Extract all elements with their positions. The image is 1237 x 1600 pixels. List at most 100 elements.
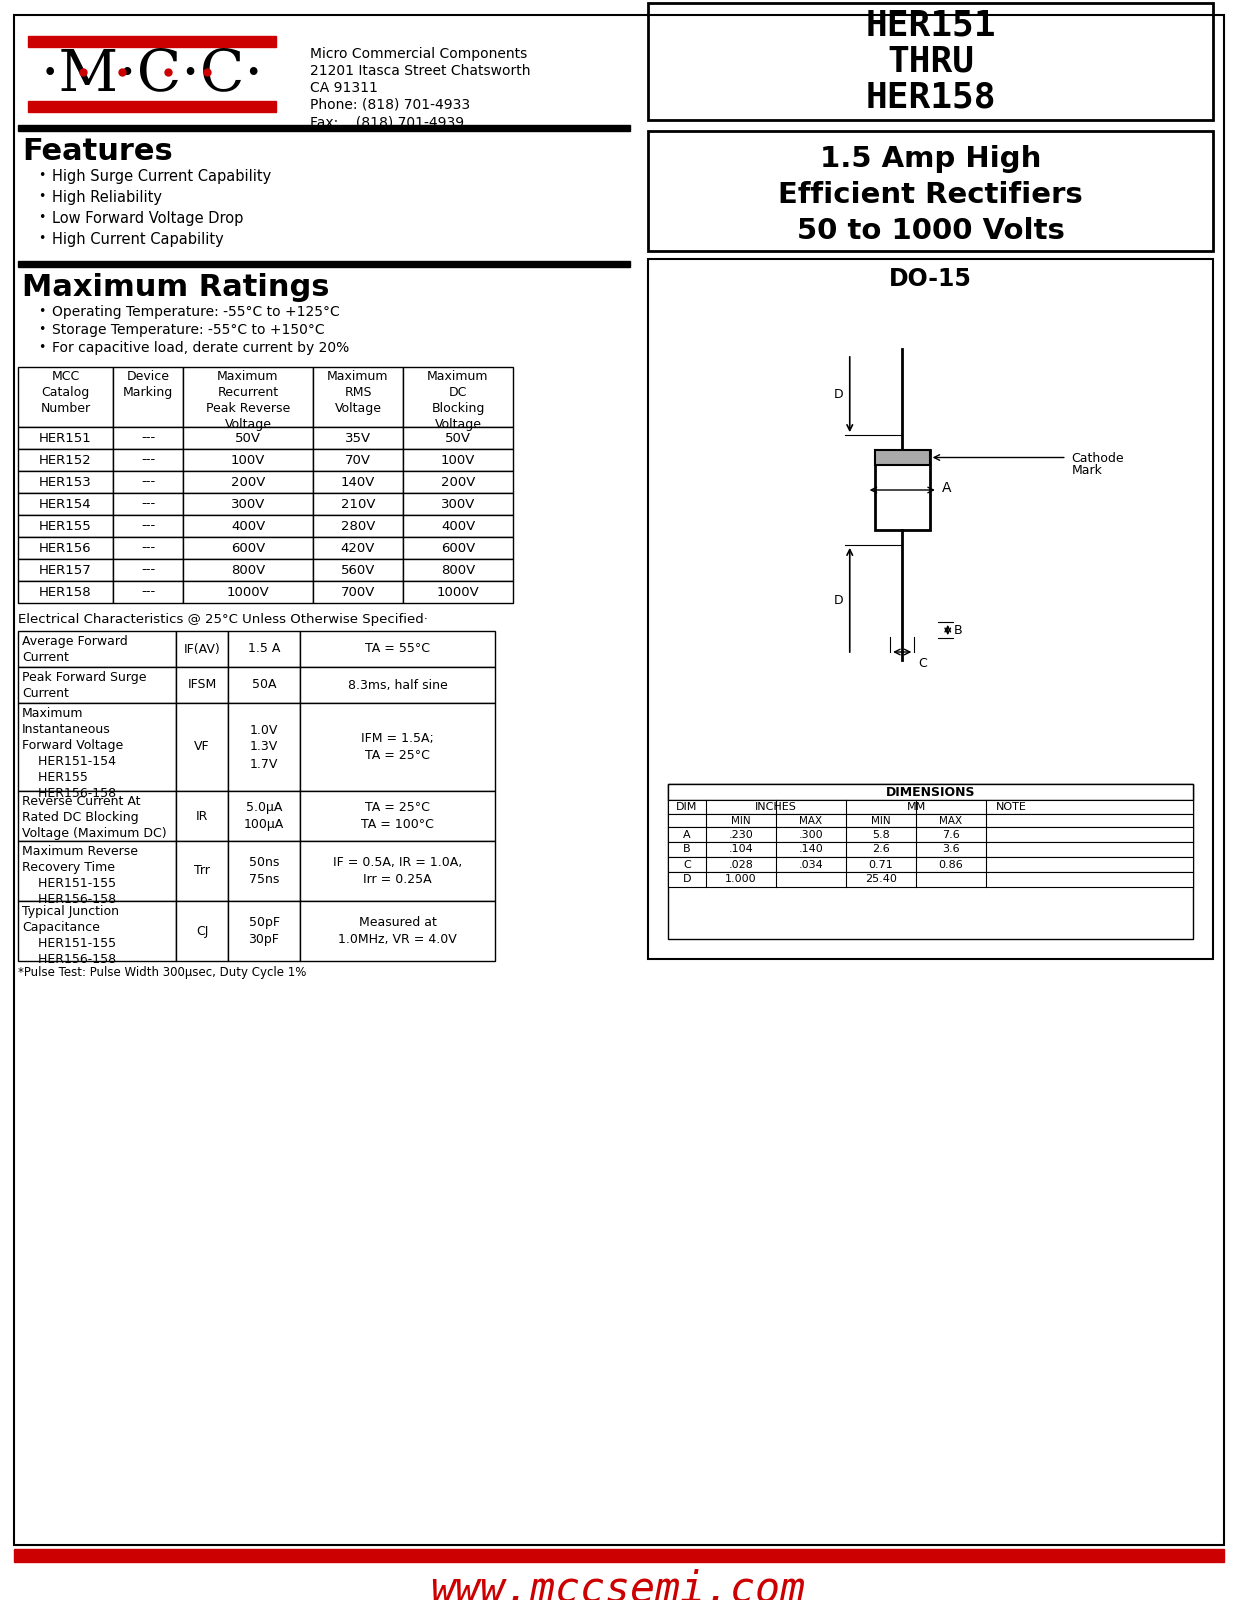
- Text: CA 91311: CA 91311: [310, 82, 377, 94]
- Bar: [113, 366, 183, 427]
- Bar: [113, 538, 183, 558]
- Text: IF = 0.5A, IR = 1.0A,
Irr = 0.25A: IF = 0.5A, IR = 1.0A, Irr = 0.25A: [333, 856, 463, 886]
- Text: High Current Capability: High Current Capability: [52, 232, 224, 246]
- Bar: [668, 858, 1192, 872]
- Bar: [313, 450, 403, 470]
- Text: Features: Features: [22, 138, 173, 166]
- Text: HER155: HER155: [40, 520, 92, 533]
- Bar: [228, 842, 301, 901]
- Text: HER156: HER156: [40, 541, 92, 555]
- Bar: [28, 101, 276, 112]
- Text: 50V: 50V: [445, 432, 471, 445]
- Text: 200V: 200V: [231, 475, 265, 488]
- Text: 1.5 A: 1.5 A: [247, 643, 281, 656]
- Text: For capacitive load, derate current by 20%: For capacitive load, derate current by 2…: [52, 341, 349, 355]
- Text: MM: MM: [907, 802, 925, 813]
- Text: .140: .140: [799, 845, 824, 854]
- Bar: [648, 131, 1213, 251]
- Text: •: •: [38, 170, 46, 182]
- Bar: [19, 538, 113, 558]
- Text: 560V: 560V: [341, 563, 375, 576]
- Bar: [28, 35, 276, 46]
- Bar: [183, 493, 313, 515]
- Text: 700V: 700V: [341, 586, 375, 598]
- Bar: [183, 538, 313, 558]
- Bar: [183, 366, 313, 427]
- Bar: [183, 581, 313, 603]
- Text: Electrical Characteristics @ 25°C Unless Otherwise Specified·: Electrical Characteristics @ 25°C Unless…: [19, 613, 428, 626]
- Text: HER151: HER151: [865, 8, 996, 43]
- Bar: [19, 125, 630, 131]
- Text: INCHES: INCHES: [755, 802, 797, 813]
- Text: Maximum
Recurrent
Peak Reverse
Voltage: Maximum Recurrent Peak Reverse Voltage: [205, 370, 291, 430]
- Text: HER152: HER152: [40, 453, 92, 467]
- Text: D: D: [683, 875, 691, 885]
- Text: 800V: 800V: [440, 563, 475, 576]
- Text: ---: ---: [141, 586, 155, 598]
- Text: MAX: MAX: [799, 816, 823, 826]
- Bar: [228, 790, 301, 842]
- Text: 140V: 140V: [341, 475, 375, 488]
- Text: ---: ---: [141, 563, 155, 576]
- Bar: [19, 450, 113, 470]
- Bar: [19, 702, 176, 790]
- Bar: [19, 901, 176, 962]
- Bar: [19, 366, 113, 427]
- Bar: [176, 901, 228, 962]
- Bar: [313, 427, 403, 450]
- Text: DIM: DIM: [677, 802, 698, 813]
- Bar: [668, 814, 1192, 827]
- Text: High Surge Current Capability: High Surge Current Capability: [52, 170, 271, 184]
- Text: 200V: 200V: [440, 475, 475, 488]
- Bar: [19, 261, 630, 267]
- Bar: [228, 667, 301, 702]
- Text: Maximum
RMS
Voltage: Maximum RMS Voltage: [328, 370, 388, 414]
- Bar: [403, 493, 513, 515]
- Bar: [313, 581, 403, 603]
- Bar: [228, 901, 301, 962]
- Text: 7.6: 7.6: [943, 829, 960, 840]
- Text: 8.3ms, half sine: 8.3ms, half sine: [348, 678, 448, 691]
- Text: www.mccsemi.com: www.mccsemi.com: [430, 1568, 805, 1600]
- Text: 1.5 Amp High: 1.5 Amp High: [820, 146, 1042, 173]
- Text: 3.6: 3.6: [943, 845, 960, 854]
- Text: •: •: [38, 232, 46, 245]
- Bar: [19, 470, 113, 493]
- Text: MIN: MIN: [731, 816, 751, 826]
- Bar: [403, 366, 513, 427]
- Text: 21201 Itasca Street Chatsworth: 21201 Itasca Street Chatsworth: [310, 64, 531, 78]
- Text: .034: .034: [799, 859, 824, 869]
- Text: 70V: 70V: [345, 453, 371, 467]
- Text: Maximum
Instantaneous
Forward Voltage
    HER151-154
    HER155
    HER156-158: Maximum Instantaneous Forward Voltage HE…: [22, 707, 124, 800]
- Bar: [19, 630, 176, 667]
- Bar: [403, 515, 513, 538]
- Bar: [176, 702, 228, 790]
- Bar: [648, 259, 1213, 958]
- Text: D: D: [834, 594, 844, 606]
- Text: Micro Commercial Components: Micro Commercial Components: [310, 46, 527, 61]
- Text: Maximum Ratings: Maximum Ratings: [22, 274, 329, 302]
- Bar: [183, 515, 313, 538]
- Text: 50A: 50A: [252, 678, 276, 691]
- Text: DO-15: DO-15: [889, 267, 972, 291]
- Bar: [875, 450, 930, 530]
- Text: 50V: 50V: [235, 432, 261, 445]
- Text: 800V: 800V: [231, 563, 265, 576]
- Text: NOTE: NOTE: [996, 802, 1027, 813]
- Text: .300: .300: [799, 829, 824, 840]
- Bar: [228, 630, 301, 667]
- Text: HER154: HER154: [40, 498, 92, 510]
- Text: DIMENSIONS: DIMENSIONS: [886, 786, 975, 798]
- Bar: [19, 427, 113, 450]
- Text: Trr: Trr: [194, 864, 210, 877]
- Text: TA = 55°C: TA = 55°C: [365, 643, 430, 656]
- Text: 420V: 420V: [341, 541, 375, 555]
- Text: High Reliability: High Reliability: [52, 190, 162, 205]
- Text: 600V: 600V: [440, 541, 475, 555]
- Text: 1000V: 1000V: [437, 586, 480, 598]
- Bar: [14, 1549, 1223, 1562]
- Text: 0.86: 0.86: [939, 859, 964, 869]
- Text: 5.8: 5.8: [872, 829, 889, 840]
- Bar: [228, 702, 301, 790]
- Text: 50pF
30pF: 50pF 30pF: [249, 915, 280, 946]
